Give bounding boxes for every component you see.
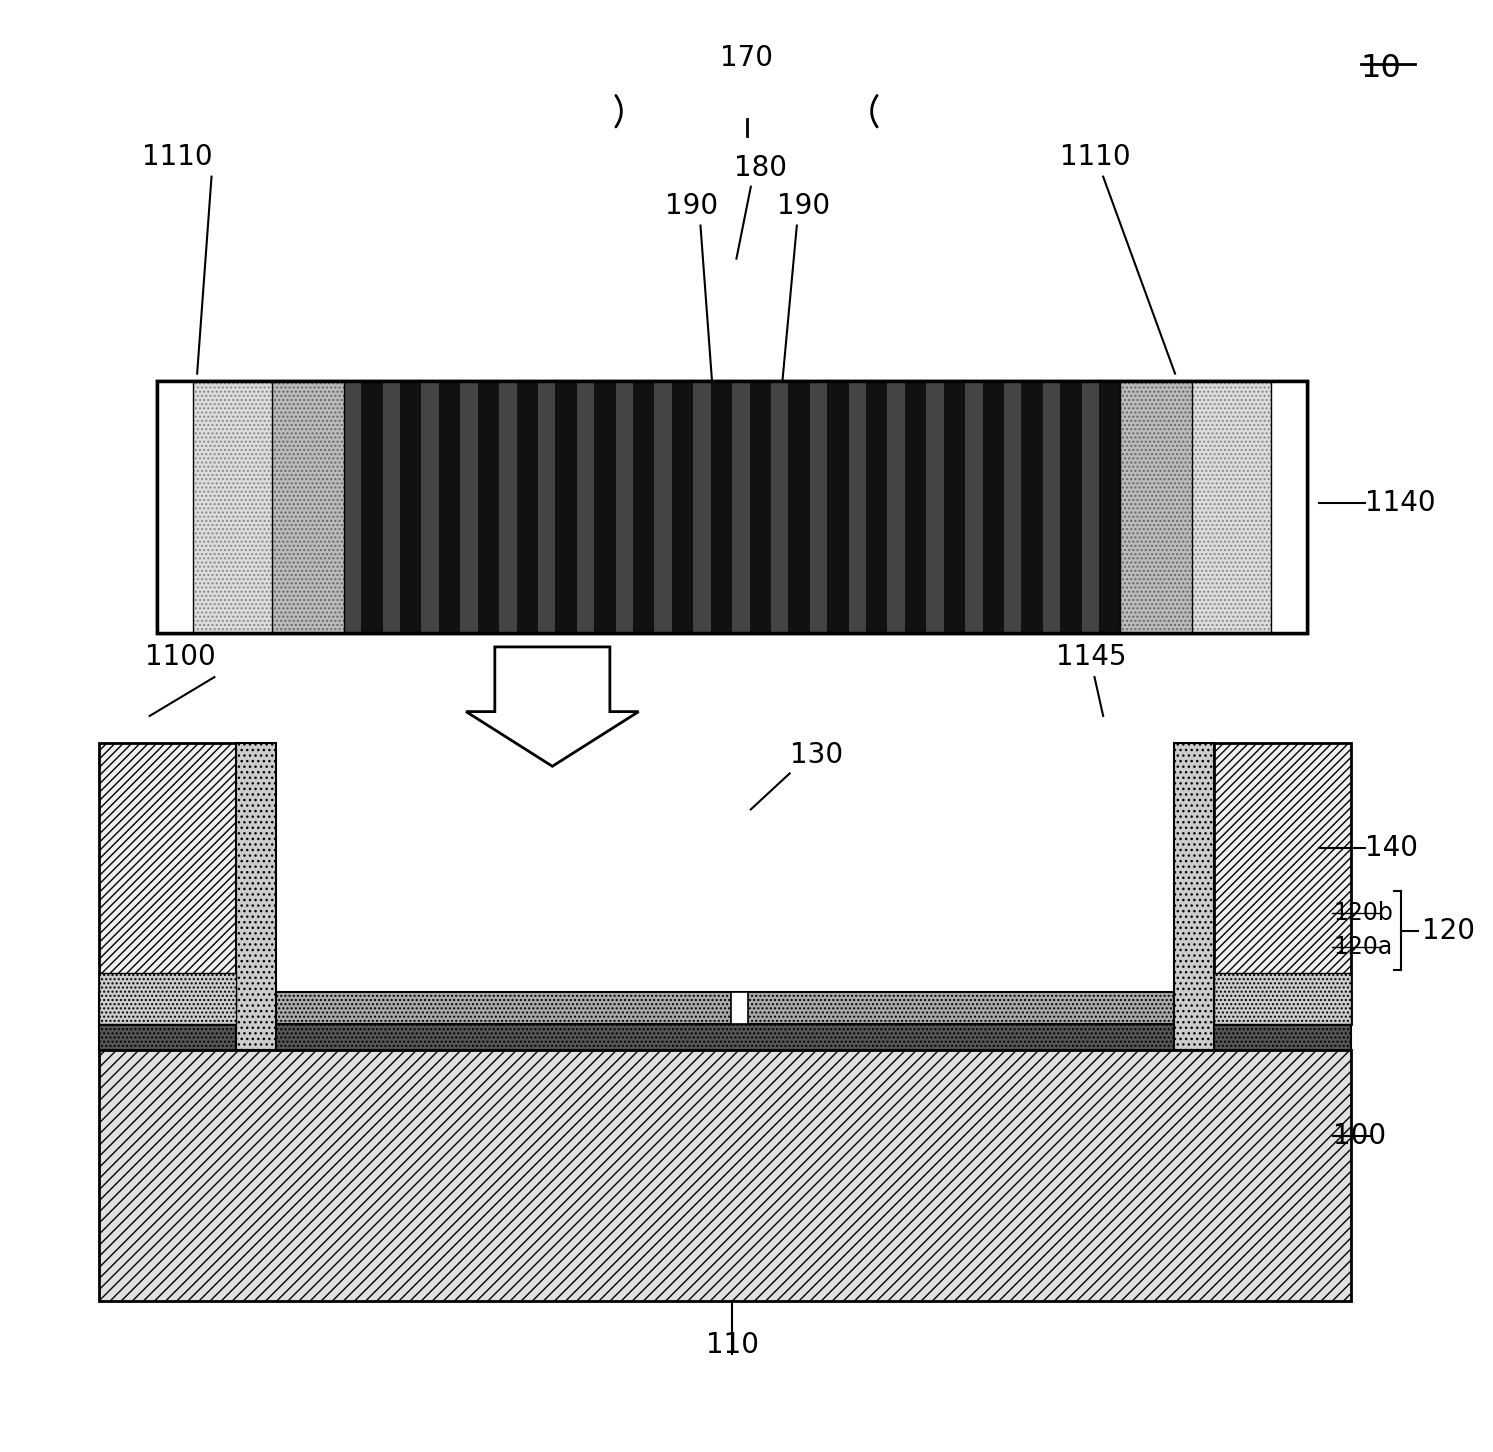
Bar	[732, 380, 749, 633]
Bar	[1272, 380, 1308, 633]
Bar	[157, 380, 1308, 633]
Bar	[1003, 380, 1021, 633]
Bar	[537, 380, 555, 633]
Bar	[343, 380, 361, 633]
Bar	[236, 743, 276, 1050]
Bar	[964, 380, 982, 633]
Bar	[460, 380, 478, 633]
Text: 120a: 120a	[1333, 935, 1393, 960]
Bar	[100, 743, 236, 1024]
Bar	[272, 380, 343, 633]
Bar	[1214, 973, 1351, 1024]
Text: 1100: 1100	[145, 643, 216, 671]
Text: 120: 120	[1423, 916, 1475, 945]
Bar	[1193, 380, 1272, 633]
Text: 1140: 1140	[1365, 489, 1435, 517]
Bar	[809, 380, 827, 633]
Bar	[693, 380, 711, 633]
Bar	[1120, 380, 1193, 633]
Bar	[770, 380, 788, 633]
Bar	[343, 380, 1120, 633]
Text: 100: 100	[1333, 1122, 1387, 1150]
Bar	[100, 1050, 1351, 1301]
Text: 10: 10	[1360, 52, 1402, 84]
Bar	[1173, 743, 1214, 1050]
Text: 1110: 1110	[1060, 142, 1130, 171]
Bar	[576, 380, 594, 633]
Bar	[100, 1024, 1351, 1050]
Bar	[100, 992, 1351, 1024]
Bar	[615, 380, 633, 633]
Bar	[421, 380, 439, 633]
Text: 130: 130	[790, 741, 842, 770]
Bar	[848, 380, 866, 633]
Bar	[193, 380, 272, 633]
Text: 180: 180	[735, 154, 787, 183]
Bar	[887, 380, 905, 633]
Bar	[654, 380, 672, 633]
Bar	[1214, 743, 1351, 1024]
Text: 140: 140	[1365, 835, 1418, 862]
Text: 120b: 120b	[1333, 900, 1393, 925]
Text: 1110: 1110	[142, 142, 213, 171]
Text: 190: 190	[666, 192, 718, 219]
Bar	[100, 973, 236, 1024]
Bar	[1042, 380, 1060, 633]
Polygon shape	[466, 648, 639, 767]
Bar	[382, 380, 400, 633]
Bar	[926, 380, 944, 633]
Bar	[157, 380, 1308, 633]
Bar	[730, 992, 748, 1024]
Text: 190: 190	[778, 192, 830, 219]
Bar	[157, 380, 193, 633]
Text: 170: 170	[720, 44, 773, 71]
Text: 1145: 1145	[1056, 643, 1126, 671]
Bar	[499, 380, 517, 633]
Bar	[1081, 380, 1099, 633]
Text: 110: 110	[706, 1331, 758, 1359]
